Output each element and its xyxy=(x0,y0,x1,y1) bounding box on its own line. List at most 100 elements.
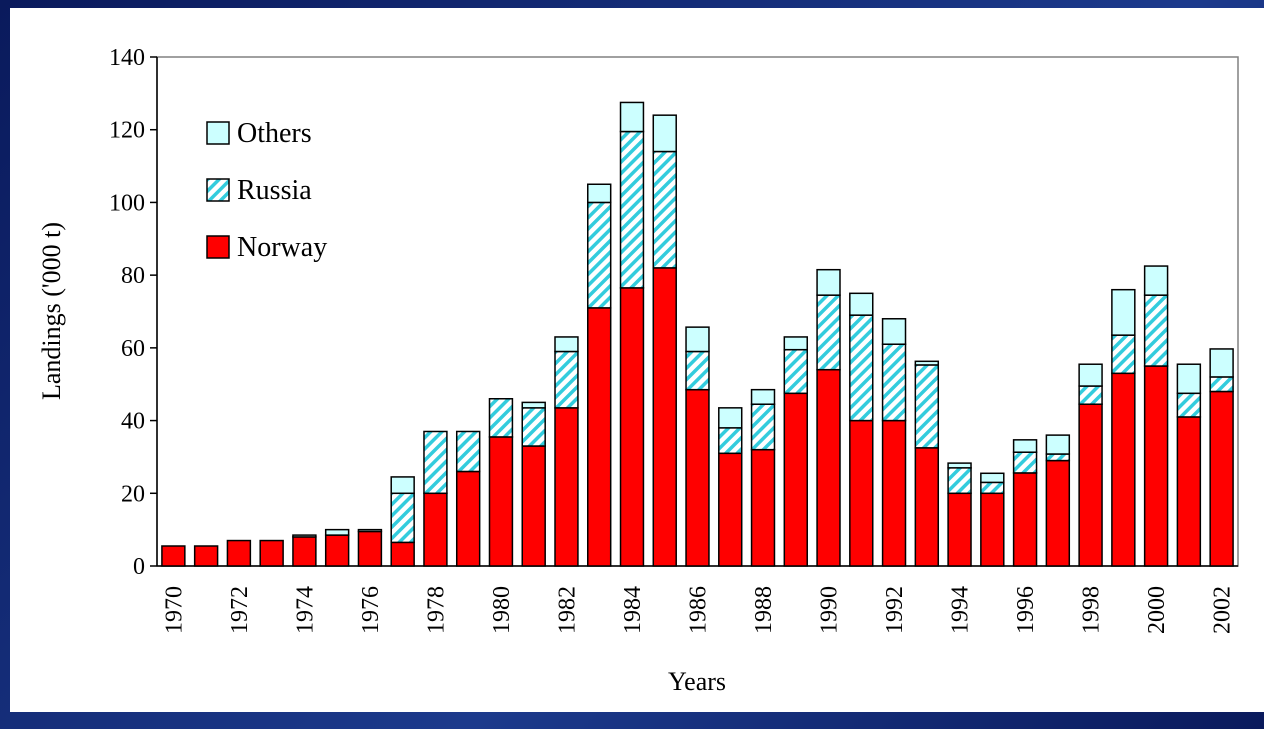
bar-segment xyxy=(390,541,415,567)
bar-segment xyxy=(685,350,710,391)
legend-label: Others xyxy=(237,118,312,149)
bar-segment xyxy=(750,403,776,451)
bar-segment xyxy=(947,462,972,469)
legend-label: Norway xyxy=(237,232,327,263)
x-axis-label: Years xyxy=(668,667,726,696)
bar-segment xyxy=(1012,451,1038,474)
bar-segment xyxy=(455,470,481,567)
x-tick-label: 1998 xyxy=(1079,586,1105,634)
bar-segment xyxy=(1143,265,1169,296)
bar-segment xyxy=(357,530,383,567)
bar-segment xyxy=(652,114,677,153)
legend-swatch xyxy=(206,121,230,145)
bar-segment xyxy=(455,430,481,473)
bar-segment xyxy=(554,350,579,409)
y-tick-label: 60 xyxy=(121,336,145,362)
legend-swatch xyxy=(206,178,230,202)
x-tick-label: 1970 xyxy=(161,586,187,634)
bar-segment xyxy=(1143,365,1169,567)
bar-segment xyxy=(881,343,907,422)
bar-segment xyxy=(619,101,645,133)
bar-segment xyxy=(980,481,1005,495)
bar-segment xyxy=(587,183,612,204)
x-tick-label: 1988 xyxy=(751,586,777,634)
bar-segment xyxy=(554,407,579,567)
legend-swatch xyxy=(206,235,230,259)
x-tick-label: 1980 xyxy=(489,586,515,634)
bar-segment xyxy=(816,294,841,371)
y-axis-label: Landings ('000 t) xyxy=(37,222,66,400)
bar-segment xyxy=(685,326,710,353)
bar-segment xyxy=(1111,334,1136,375)
bar-segment xyxy=(619,287,645,567)
bar-segment xyxy=(292,534,317,538)
bar-segment xyxy=(1209,348,1234,378)
bar-segment xyxy=(783,336,808,351)
bar-segment xyxy=(881,419,907,567)
bar-segment xyxy=(1209,376,1234,393)
bar-segment xyxy=(1045,434,1071,455)
y-tick-label: 80 xyxy=(121,263,145,289)
bar-segment xyxy=(423,430,448,495)
bar-segment xyxy=(914,364,940,449)
bar-segment xyxy=(980,472,1005,484)
bar-segment xyxy=(947,467,972,495)
x-tick-label: 1982 xyxy=(554,586,580,634)
y-tick-label: 40 xyxy=(121,409,145,435)
bar-segment xyxy=(914,447,940,567)
bar-segment xyxy=(750,388,776,405)
bar-segment xyxy=(423,492,448,567)
bar-segment xyxy=(1045,453,1071,462)
bar-segment xyxy=(488,398,514,438)
legend-label: Russia xyxy=(237,175,312,206)
bar-segment xyxy=(947,492,972,567)
bar-segment xyxy=(1176,363,1202,395)
y-tick-label: 0 xyxy=(133,554,145,580)
y-tick-label: 100 xyxy=(109,190,145,216)
bar-segment xyxy=(718,427,743,455)
bar-segment xyxy=(390,492,415,544)
bar-segment xyxy=(259,539,284,567)
x-tick-label: 2002 xyxy=(1210,586,1236,634)
x-tick-label: 1984 xyxy=(620,586,646,634)
bar-segment xyxy=(488,436,514,567)
bar-segment xyxy=(816,268,841,296)
bar-segment xyxy=(783,348,808,395)
x-tick-label: 1994 xyxy=(948,586,974,634)
bar-segment xyxy=(226,539,252,567)
bar-segment xyxy=(1078,363,1103,387)
bar-segment xyxy=(324,528,350,536)
y-tick-label: 120 xyxy=(109,118,145,144)
x-tick-label: 1992 xyxy=(882,586,908,634)
x-tick-label: 1976 xyxy=(358,586,384,634)
bar-segment xyxy=(1078,385,1103,405)
bar-segment xyxy=(914,360,940,366)
x-tick-label: 1972 xyxy=(227,586,253,634)
bar-segment xyxy=(161,545,186,567)
bar-segment xyxy=(324,534,350,567)
x-tick-label: 1978 xyxy=(423,586,449,634)
bar-segment xyxy=(619,130,645,289)
bar-segment xyxy=(718,407,743,429)
bar-segment xyxy=(1209,390,1234,567)
bar-segment xyxy=(1045,459,1071,567)
bar-segment xyxy=(1176,416,1202,567)
x-tick-label: 1990 xyxy=(817,586,843,634)
bar-segment xyxy=(849,292,874,316)
bar-segment xyxy=(554,336,579,353)
bar-segment xyxy=(783,392,808,567)
x-tick-label: 1996 xyxy=(1013,586,1039,634)
x-tick-label: 1986 xyxy=(686,586,712,634)
bar-segment xyxy=(652,267,677,567)
bar-segment xyxy=(193,545,219,567)
x-tick-label: 2000 xyxy=(1144,586,1170,634)
x-tick-label: 1974 xyxy=(292,586,318,634)
bar-segment xyxy=(1012,439,1038,453)
y-tick-label: 140 xyxy=(109,45,145,71)
bar-segment xyxy=(652,150,677,269)
bar-segment xyxy=(357,528,383,533)
y-tick-label: 20 xyxy=(121,481,145,507)
bar-segment xyxy=(1143,294,1169,367)
bar-segment xyxy=(521,407,546,447)
